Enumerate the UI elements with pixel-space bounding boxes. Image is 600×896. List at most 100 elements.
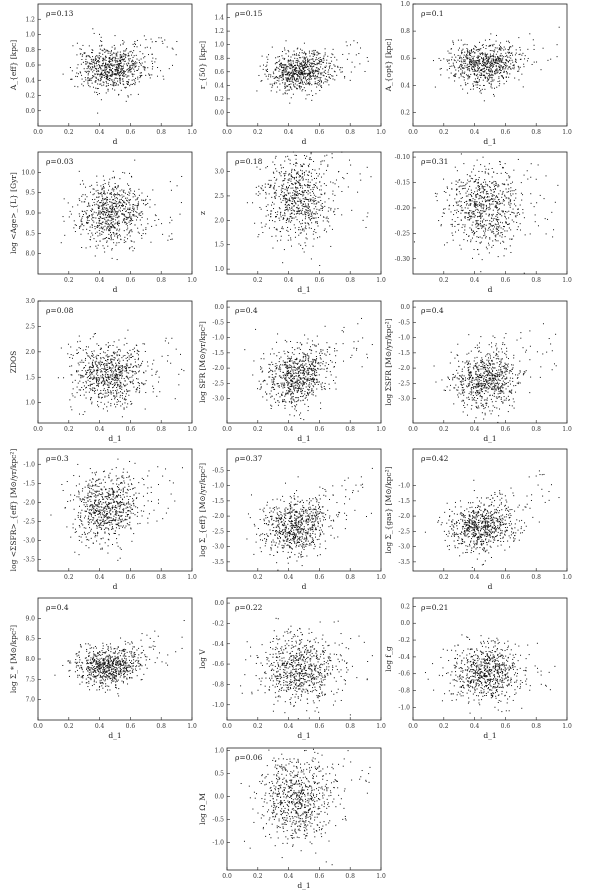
data-point xyxy=(303,163,305,165)
data-point xyxy=(95,87,97,89)
data-point xyxy=(118,215,120,217)
data-point xyxy=(468,199,470,201)
data-point xyxy=(113,193,115,195)
data-point xyxy=(304,203,306,205)
data-point xyxy=(481,44,483,46)
data-point xyxy=(331,60,333,62)
data-point xyxy=(301,229,303,231)
data-point xyxy=(123,72,125,74)
data-point xyxy=(86,216,88,218)
data-point xyxy=(314,197,316,199)
data-point xyxy=(109,208,111,210)
data-point xyxy=(132,60,134,62)
data-point xyxy=(304,67,306,69)
data-point xyxy=(490,62,492,64)
data-point xyxy=(300,202,302,204)
data-point xyxy=(292,71,294,73)
data-point xyxy=(293,177,295,179)
data-point xyxy=(508,42,510,44)
x-tick-label: 0.2 xyxy=(439,277,449,284)
data-point xyxy=(484,71,486,73)
data-point xyxy=(246,202,248,204)
data-point xyxy=(323,229,325,231)
data-point xyxy=(489,39,491,41)
data-point xyxy=(105,62,107,64)
data-point xyxy=(127,377,129,379)
data-point xyxy=(350,44,352,46)
data-point xyxy=(506,197,508,199)
data-point xyxy=(324,228,326,230)
data-point xyxy=(308,64,310,66)
data-point xyxy=(523,174,525,176)
data-point xyxy=(289,86,291,88)
data-point xyxy=(126,81,128,83)
data-point xyxy=(115,206,117,208)
data-point xyxy=(268,183,270,185)
data-point xyxy=(481,187,483,189)
data-point xyxy=(302,198,304,200)
data-point xyxy=(492,203,494,205)
data-point xyxy=(97,205,99,207)
data-point xyxy=(302,214,304,216)
data-point xyxy=(115,58,117,60)
data-point xyxy=(137,76,139,78)
data-point xyxy=(450,52,452,54)
data-point xyxy=(457,39,459,41)
data-point xyxy=(315,93,317,95)
data-point xyxy=(489,187,491,189)
data-point xyxy=(307,190,309,192)
data-point xyxy=(465,195,467,197)
data-point xyxy=(295,66,297,68)
data-point xyxy=(489,237,491,239)
data-point xyxy=(320,193,322,195)
data-point xyxy=(304,73,306,75)
data-point xyxy=(529,233,531,235)
data-point xyxy=(279,69,281,71)
data-point xyxy=(278,78,280,80)
data-point xyxy=(109,55,111,57)
data-point xyxy=(474,51,476,53)
data-point xyxy=(105,213,107,215)
data-point xyxy=(300,244,302,246)
data-point xyxy=(128,75,130,77)
data-point xyxy=(122,213,124,215)
data-point xyxy=(89,338,91,340)
data-point xyxy=(91,208,93,210)
data-point xyxy=(307,207,309,209)
data-point xyxy=(495,183,497,185)
data-point xyxy=(115,66,117,68)
data-point xyxy=(307,181,309,183)
data-point xyxy=(107,346,109,348)
data-point xyxy=(88,85,90,87)
x-axis-label: d xyxy=(302,137,307,146)
data-point xyxy=(478,79,480,81)
data-point xyxy=(332,182,334,184)
data-point xyxy=(282,218,284,220)
data-point xyxy=(91,226,93,228)
data-point xyxy=(120,60,122,62)
data-point xyxy=(552,236,554,238)
data-point xyxy=(313,199,315,201)
data-point xyxy=(312,201,314,203)
data-point xyxy=(127,55,129,57)
data-point xyxy=(317,69,319,71)
data-point xyxy=(109,367,111,369)
data-point xyxy=(96,61,98,63)
data-point xyxy=(139,44,141,46)
data-point xyxy=(336,59,338,61)
data-point xyxy=(155,41,157,43)
data-point xyxy=(85,365,87,367)
data-point xyxy=(93,69,95,71)
data-point xyxy=(100,193,102,195)
data-point xyxy=(496,207,498,209)
data-point xyxy=(493,95,495,97)
data-point xyxy=(146,46,148,48)
data-point xyxy=(454,225,456,227)
data-point xyxy=(493,56,495,58)
data-point xyxy=(506,73,508,75)
data-point xyxy=(105,383,107,385)
data-point xyxy=(109,376,111,378)
data-point xyxy=(487,172,489,174)
data-point xyxy=(302,77,304,79)
